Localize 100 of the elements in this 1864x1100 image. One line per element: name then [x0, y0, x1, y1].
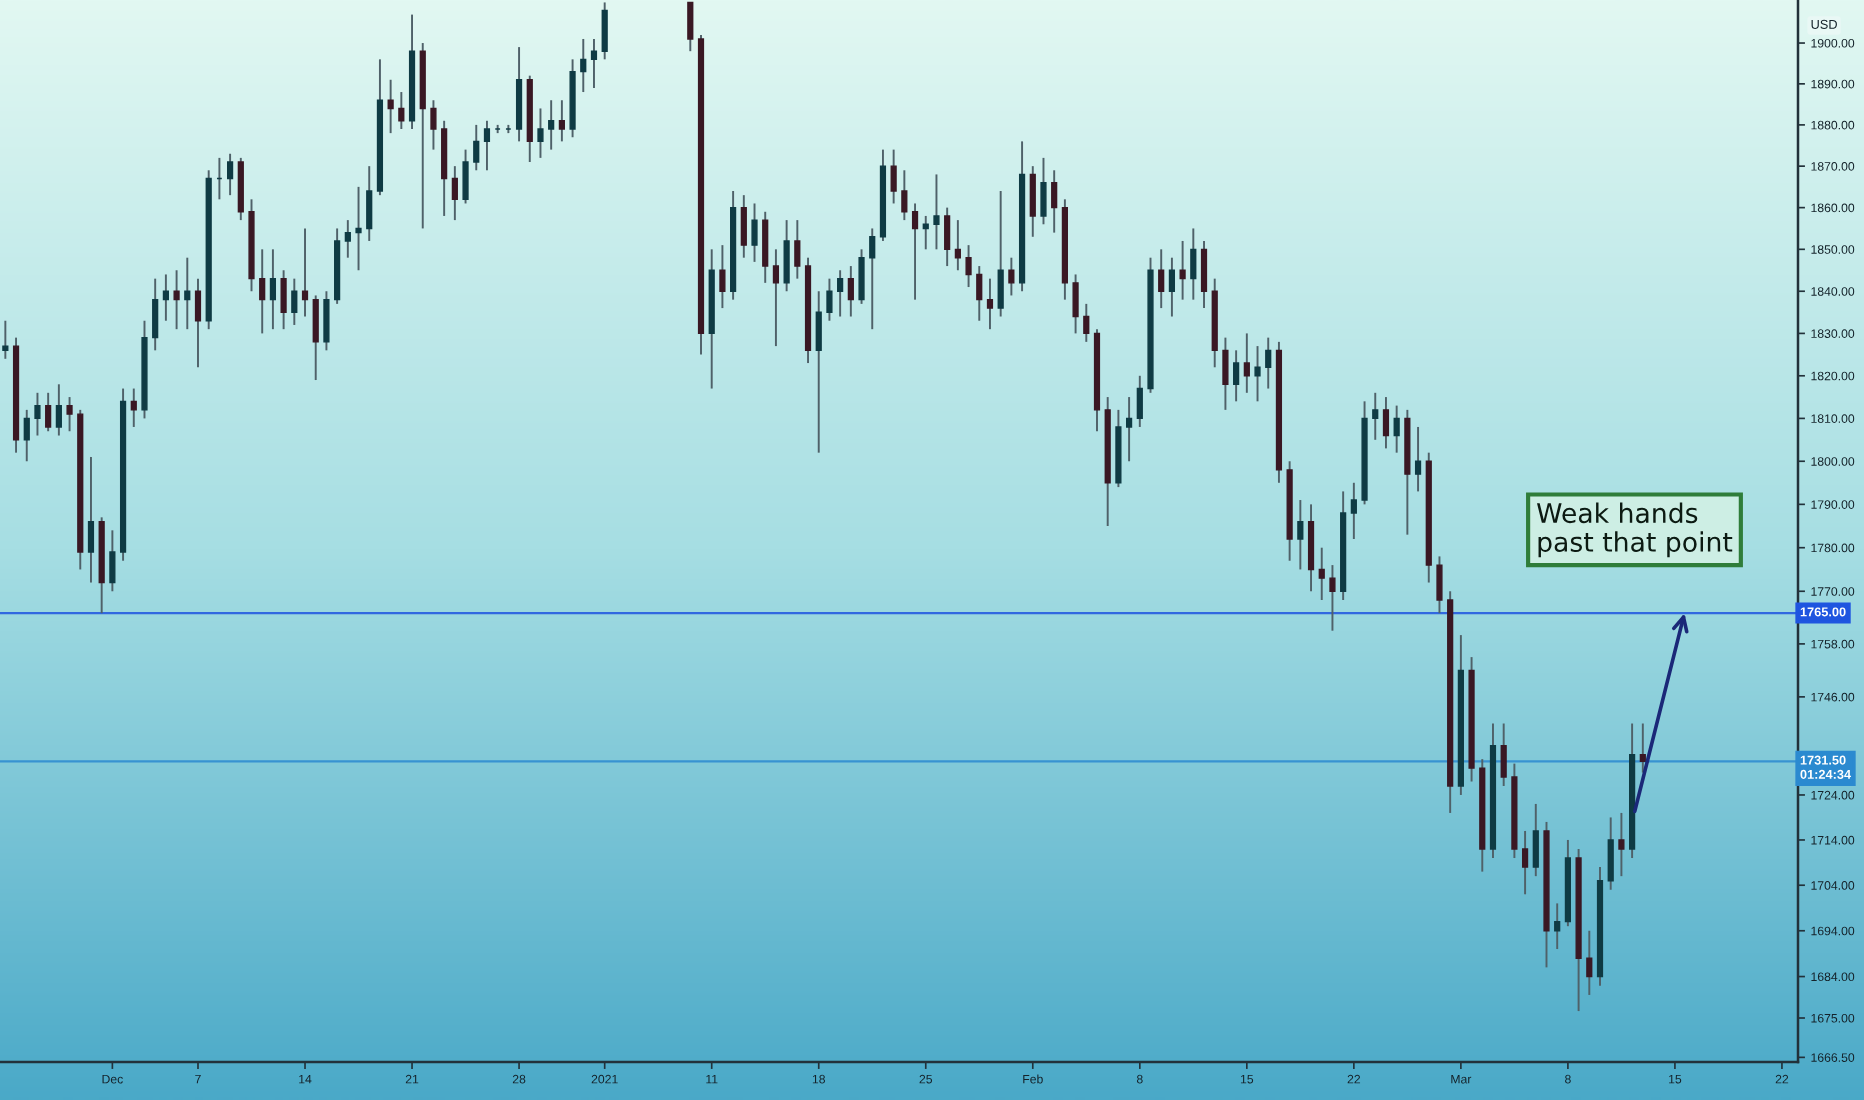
candlestick [719, 244, 726, 310]
candlestick [55, 383, 62, 437]
candlestick [2, 319, 9, 360]
annotation: Weak hands past that point [1537, 502, 1733, 558]
candlestick [66, 396, 73, 433]
candlestick [1233, 349, 1240, 403]
candlestick [1414, 425, 1422, 493]
candlestick [1307, 503, 1315, 593]
candlestick [1072, 273, 1079, 335]
candlestick [794, 219, 801, 280]
candlestick [1125, 396, 1133, 463]
candlestick [1265, 336, 1272, 390]
candlestick [259, 248, 266, 335]
candlestick [837, 269, 844, 318]
candlestick [398, 91, 405, 130]
candlestick [1008, 256, 1015, 297]
candlestick [901, 169, 908, 222]
candlestick [944, 206, 951, 268]
candlestick [740, 194, 747, 259]
candlestick [954, 219, 961, 272]
candlestick [1350, 481, 1357, 540]
candlestick [269, 248, 277, 331]
candlestick [1168, 256, 1176, 318]
candlestick [1254, 345, 1261, 403]
candlestick [473, 123, 480, 172]
candlestick [997, 190, 1004, 318]
candlestick [1554, 902, 1561, 951]
candlestick [355, 185, 362, 272]
candlestick [1136, 374, 1143, 428]
candlestick [291, 277, 298, 326]
candlestick [301, 227, 309, 318]
candlestick [1436, 555, 1443, 615]
candlestick [451, 165, 458, 222]
candlestick [1607, 816, 1614, 891]
candlestick [537, 107, 544, 159]
candlestick [312, 294, 319, 382]
candlestick [815, 290, 822, 454]
candlestick [1521, 829, 1529, 896]
candlestick [1158, 248, 1165, 310]
candlestick [280, 269, 287, 331]
candlestick [911, 202, 919, 301]
candlestick [1200, 240, 1208, 310]
candlestick [1222, 336, 1229, 411]
candlestick [462, 148, 469, 205]
candlestick [580, 37, 587, 94]
candlestick [162, 273, 169, 322]
candlestick [548, 99, 555, 151]
candlestick [858, 248, 865, 305]
candlestick [323, 290, 330, 352]
candlestick [976, 265, 983, 322]
candlestick [558, 99, 565, 143]
candlestick [1083, 302, 1090, 343]
candlestick [1639, 722, 1646, 774]
candlestick [430, 99, 437, 151]
candlestick [1532, 802, 1539, 878]
candlestick [751, 202, 758, 263]
candlestick [1382, 396, 1390, 450]
candlestick [922, 214, 929, 251]
candlestick [387, 78, 394, 135]
candlestick [1329, 564, 1336, 632]
candlestick [783, 219, 790, 293]
candlestick [23, 408, 30, 463]
candlestick [173, 269, 180, 331]
candlestick [965, 244, 972, 289]
candlestick [45, 391, 52, 433]
candlestick [762, 210, 769, 284]
candlestick [1586, 929, 1593, 996]
candlestick [1243, 332, 1250, 394]
candlestick [1029, 165, 1036, 238]
candlestick [87, 456, 95, 584]
candlestick [1179, 240, 1186, 301]
candlestick [847, 265, 854, 318]
candlestick [130, 387, 137, 428]
candlestick [590, 37, 598, 89]
candlestick [483, 119, 491, 172]
candlestick [1190, 227, 1197, 301]
candlestick [869, 227, 876, 331]
candlestick [1372, 391, 1379, 441]
candlestick [772, 248, 780, 348]
candlestick [226, 152, 234, 197]
candlestick [366, 165, 373, 242]
candlestick [933, 173, 940, 251]
candlestick [890, 148, 897, 205]
candlestick [1393, 404, 1400, 454]
candlestick [986, 277, 994, 331]
candlestick [601, 1, 608, 61]
candlestick [344, 219, 351, 259]
candlestick [1318, 546, 1325, 601]
candlestick [34, 391, 41, 437]
candlestick [826, 277, 833, 322]
candlestick [1500, 722, 1507, 787]
candlestick [687, 1, 694, 53]
candlestick [152, 277, 159, 352]
candlestick [1051, 169, 1058, 234]
candlestick [1297, 499, 1304, 571]
candlestick [194, 277, 202, 369]
candlestick [1040, 156, 1047, 226]
candlestick [1618, 811, 1625, 878]
candlestick [109, 529, 116, 593]
candlestick [184, 256, 191, 331]
